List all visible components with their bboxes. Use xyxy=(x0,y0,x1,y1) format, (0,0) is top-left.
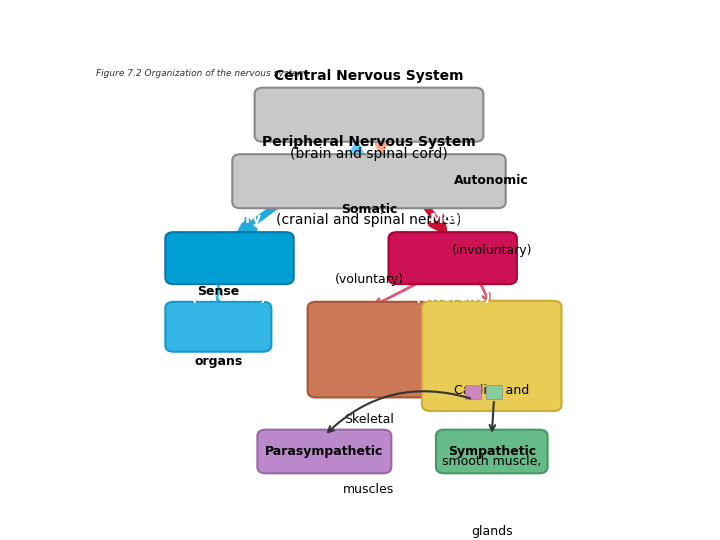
Bar xyxy=(486,385,502,399)
FancyBboxPatch shape xyxy=(389,232,517,284)
FancyBboxPatch shape xyxy=(436,430,548,474)
Text: Motor: Motor xyxy=(429,212,476,226)
Text: Sympathetic: Sympathetic xyxy=(448,445,536,458)
FancyBboxPatch shape xyxy=(258,430,392,474)
Text: smooth muscle,: smooth muscle, xyxy=(442,455,541,468)
Text: (afferent): (afferent) xyxy=(192,290,268,304)
Text: Parasympathetic: Parasympathetic xyxy=(265,445,384,458)
Text: Central Nervous System: Central Nervous System xyxy=(274,69,464,83)
Text: Peripheral Nervous System: Peripheral Nervous System xyxy=(262,135,476,149)
Text: Figure 7.2 Organization of the nervous system.: Figure 7.2 Organization of the nervous s… xyxy=(96,69,309,78)
Text: (efferent): (efferent) xyxy=(415,290,491,304)
Text: (brain and spinal cord): (brain and spinal cord) xyxy=(290,147,448,161)
FancyBboxPatch shape xyxy=(233,154,505,208)
Text: Somatic: Somatic xyxy=(341,203,397,216)
Text: muscles: muscles xyxy=(343,483,395,496)
Text: Sensory: Sensory xyxy=(198,212,261,226)
Text: Cardiac and: Cardiac and xyxy=(454,384,529,397)
FancyBboxPatch shape xyxy=(255,87,483,141)
FancyBboxPatch shape xyxy=(166,232,294,284)
Bar xyxy=(465,385,481,399)
Text: organs: organs xyxy=(194,355,243,368)
FancyBboxPatch shape xyxy=(422,301,562,411)
Text: Autonomic: Autonomic xyxy=(454,174,529,187)
Text: glands: glands xyxy=(471,525,513,538)
Text: Skeletal: Skeletal xyxy=(344,413,394,426)
Text: (cranial and spinal nerves): (cranial and spinal nerves) xyxy=(276,213,462,227)
Text: Sense: Sense xyxy=(197,285,240,298)
Text: (voluntary): (voluntary) xyxy=(334,273,404,286)
FancyBboxPatch shape xyxy=(166,302,271,352)
Text: (involuntary): (involuntary) xyxy=(451,244,532,257)
FancyBboxPatch shape xyxy=(307,302,431,397)
